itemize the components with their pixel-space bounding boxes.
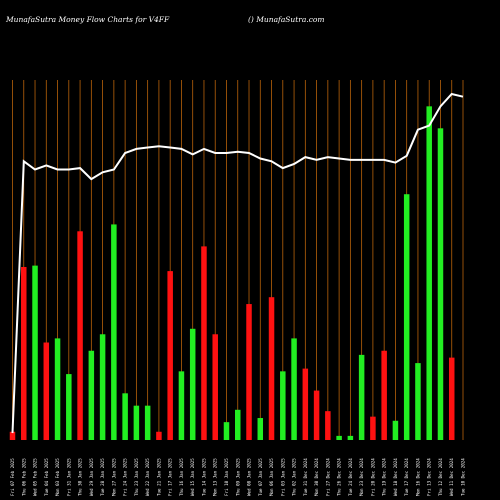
x-tick-label: Wed 05 Feb 2025 (33, 458, 38, 496)
x-tick-label: Thu 19 Dec 2024 (382, 458, 387, 496)
x-tick-label: Thu 09 Jan 2025 (235, 458, 240, 496)
x-tick-label: Mon 03 Feb 2025 (55, 458, 60, 496)
bar (426, 106, 432, 440)
x-tick-label: Fri 10 Jan 2025 (224, 458, 229, 496)
x-tick-label: Fri 24 Jan 2025 (123, 458, 128, 496)
bar (212, 334, 218, 440)
x-tick-label: Fri 27 Dec 2024 (325, 458, 330, 496)
x-tick-label: Fri 03 Jan 2025 (280, 458, 285, 496)
bar (99, 334, 106, 440)
x-tick-label: Mon 23 Dec 2024 (359, 458, 364, 496)
x-tick-label: Tue 07 Jan 2025 (258, 458, 263, 496)
x-tick-label: Wed 11 Dec 2024 (449, 458, 454, 496)
x-tick-label: Tue 10 Dec 2024 (461, 458, 466, 496)
x-tick-label: Thu 02 Jan 2025 (292, 458, 297, 496)
bar (415, 363, 421, 440)
bar (111, 224, 117, 440)
x-tick-label: Thu 26 Dec 2024 (337, 458, 342, 496)
x-tick-label: Tue 04 Feb 2025 (44, 458, 49, 496)
bar (54, 338, 61, 440)
x-tick-label: Thu 16 Jan 2025 (179, 458, 184, 496)
x-tick-label: Fri 13 Dec 2024 (427, 458, 432, 496)
bar (392, 420, 399, 440)
bar (403, 194, 410, 440)
bar (66, 374, 72, 440)
x-tick-label: Wed 15 Jan 2025 (190, 458, 195, 496)
x-tick-label: Fri 31 Jan 2025 (66, 458, 71, 496)
bar (77, 231, 83, 440)
bar (313, 390, 320, 440)
x-tick-label: Thu 12 Dec 2024 (438, 458, 443, 496)
x-tick-label: Mon 27 Jan 2025 (111, 458, 116, 496)
x-tick-label: Fri 20 Dec 2024 (370, 458, 375, 496)
x-tick-label: Wed 08 Jan 2025 (247, 458, 252, 496)
bar (381, 350, 387, 440)
x-tick-label: Thu 06 Feb 2025 (21, 458, 26, 496)
site-credit: () MunafaSutra.com (248, 15, 325, 24)
x-tick-label: Wed 29 Jan 2025 (89, 458, 94, 496)
bar (21, 266, 27, 440)
x-tick-label: Tue 28 Jan 2025 (100, 458, 105, 496)
bar (358, 354, 365, 440)
bar (280, 371, 286, 440)
bar (201, 246, 207, 440)
x-tick-label: Mon 16 Dec 2024 (415, 458, 420, 496)
bar (43, 342, 50, 440)
chart-title: MunafaSutra Money Flow Charts for V4FF (5, 15, 170, 24)
bar (336, 435, 342, 440)
x-tick-label: Fri 17 Jan 2025 (168, 458, 173, 496)
bar (223, 422, 230, 440)
x-tick-label: Tue 17 Dec 2024 (404, 458, 409, 496)
bar (122, 393, 128, 440)
bar (9, 431, 16, 440)
money-flow-line (11, 92, 464, 434)
x-tick-label: Tue 14 Jan 2025 (201, 458, 206, 496)
bar (246, 304, 252, 440)
x-tick-label: Mon 06 Jan 2025 (269, 458, 274, 496)
bar (268, 297, 275, 440)
x-tick-label: Mon 13 Jan 2025 (213, 458, 218, 496)
bar (189, 328, 196, 440)
bar (437, 128, 444, 441)
bar (370, 416, 376, 440)
x-tick-label: Fri 07 Feb 2025 (10, 458, 15, 496)
x-tick-label: Mon 30 Dec 2024 (314, 458, 319, 496)
bar (156, 431, 162, 440)
bar (144, 405, 151, 440)
bar (347, 435, 354, 440)
bar (235, 409, 241, 440)
x-tick-label: Wed 18 Dec 2024 (393, 458, 398, 496)
bar (448, 357, 455, 440)
bar (302, 368, 309, 440)
x-tick-label: Tue 24 Dec 2024 (348, 458, 353, 496)
bar (257, 418, 264, 440)
bar (178, 371, 185, 440)
bar (167, 271, 173, 440)
x-tick-labels: Fri 07 Feb 2025 Thu 06 Feb 2025 Wed 05 Feb… (10, 458, 466, 496)
x-tick-label: Tue 21 Jan 2025 (156, 458, 161, 496)
bar (133, 405, 140, 440)
x-tick-label: Tue 31 Dec 2024 (303, 458, 308, 496)
bar (88, 350, 95, 440)
bar-series (9, 106, 455, 441)
bar (325, 411, 331, 440)
bar (291, 338, 297, 440)
bar (32, 265, 38, 440)
x-tick-label: Thu 30 Jan 2025 (78, 458, 83, 496)
x-tick-label: Thu 23 Jan 2025 (134, 458, 139, 496)
x-tick-label: Wed 22 Jan 2025 (145, 458, 150, 496)
